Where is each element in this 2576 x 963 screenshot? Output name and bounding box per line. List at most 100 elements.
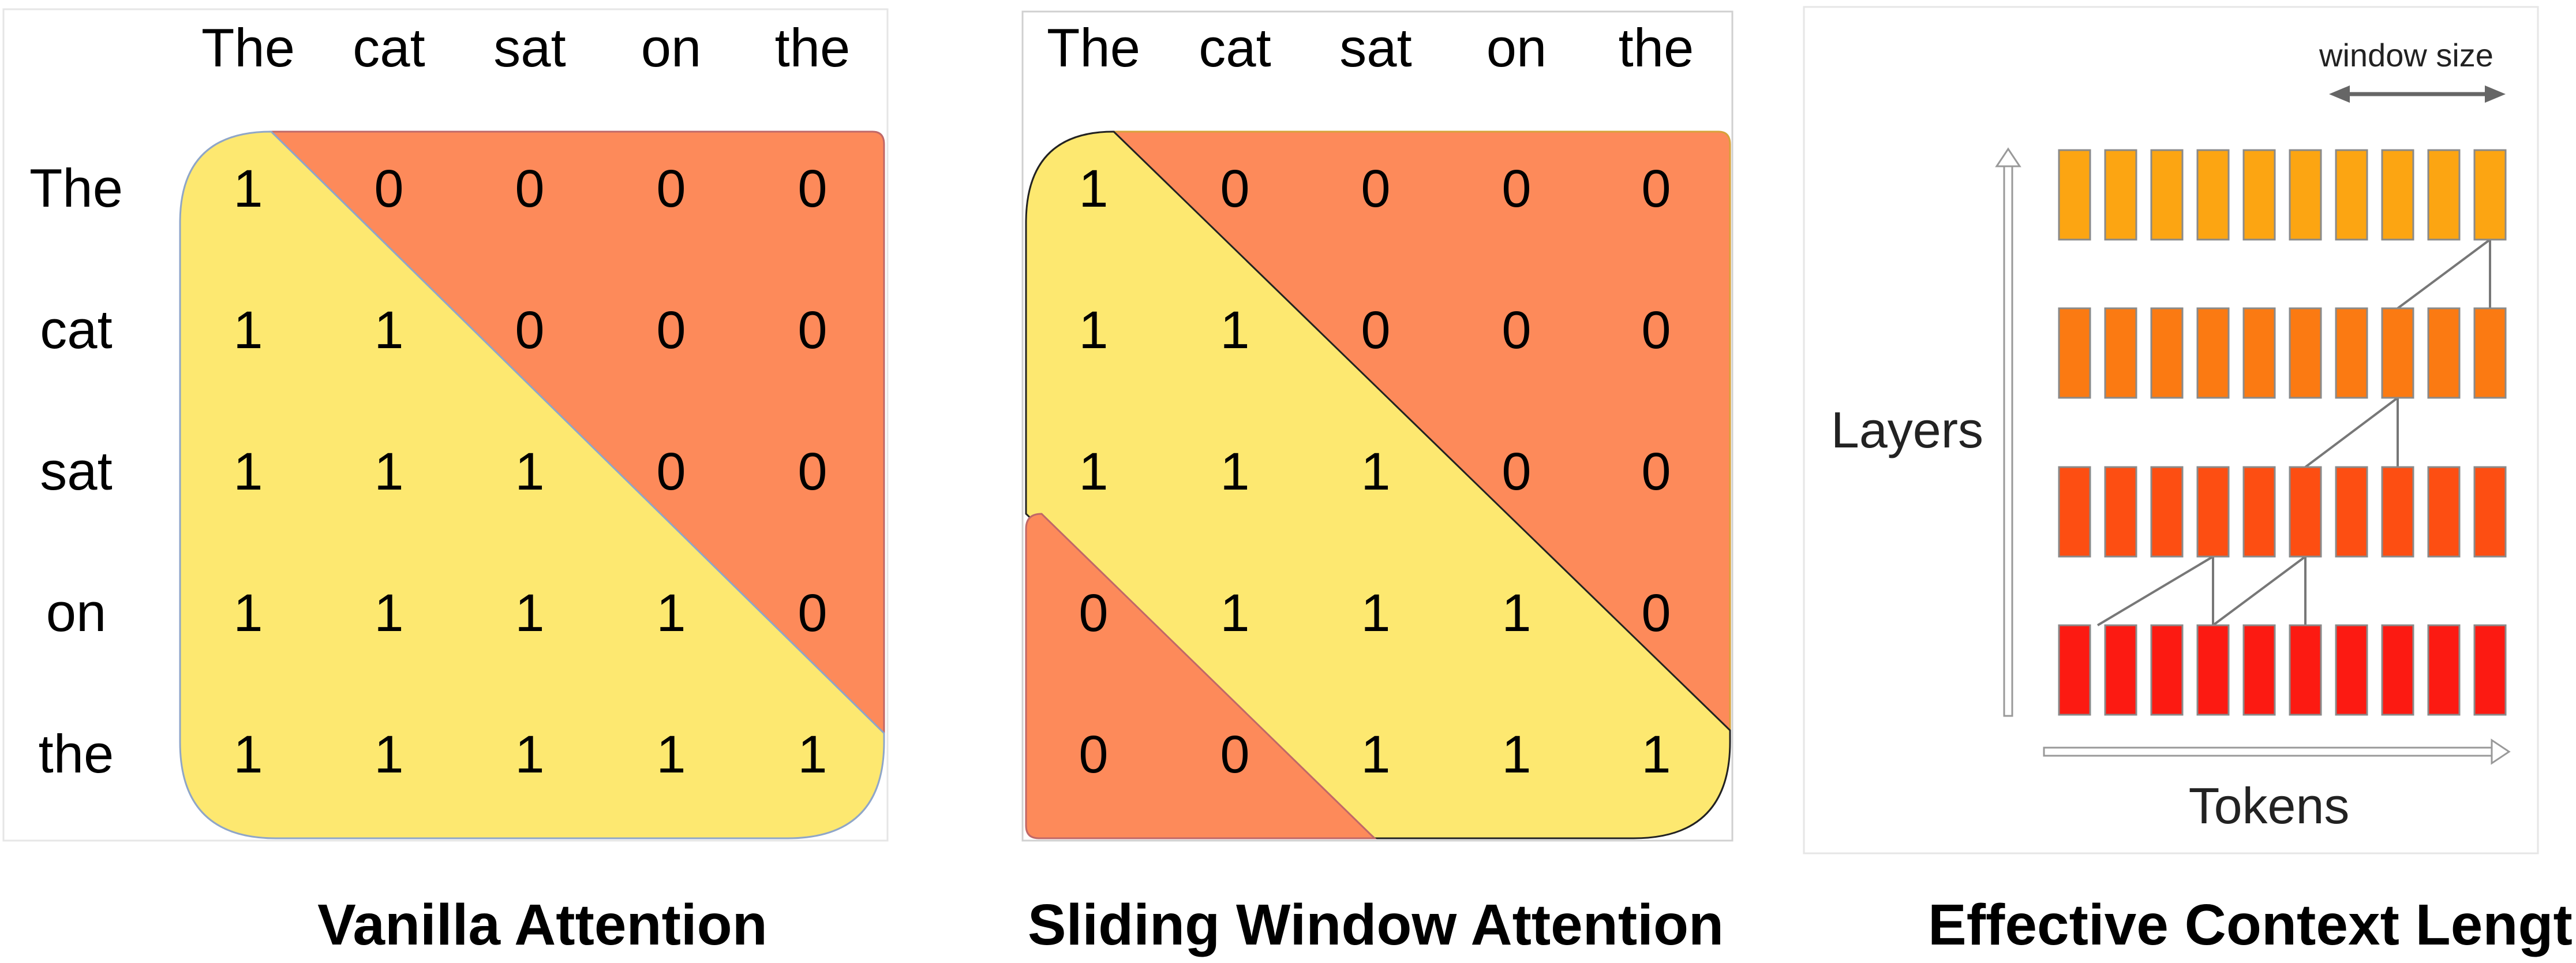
column-token-label: on [641, 17, 702, 78]
token-cell [2196, 307, 2230, 399]
token-cell [2058, 624, 2091, 716]
row-token-label: on [46, 582, 107, 643]
matrix-cell-value: 1 [233, 159, 263, 218]
token-cell [2335, 624, 2368, 716]
matrix-cell-value: 1 [1641, 725, 1671, 784]
window-size-label: window size [2319, 37, 2493, 73]
column-token-label: on [1487, 17, 1547, 78]
matrix-cell-value: 0 [1079, 725, 1108, 784]
matrix-cell-value: 0 [1361, 301, 1390, 360]
matrix-cell-value: 0 [656, 442, 686, 501]
matrix-cell-value: 1 [1502, 725, 1531, 784]
token-cell [2104, 466, 2137, 558]
vanilla-attention-caption: Vanilla Attention [317, 893, 767, 957]
window-size-arrow [2329, 85, 2506, 103]
matrix-cell-value: 1 [1079, 442, 1108, 501]
matrix-cell-value: 0 [1641, 442, 1671, 501]
matrix-cell-value: 0 [515, 159, 544, 218]
token-cell [2381, 624, 2414, 716]
connector-line [2397, 238, 2491, 309]
matrix-cell-value: 1 [374, 301, 403, 360]
matrix-cell-value: 0 [797, 301, 827, 360]
matrix-cell-value: 0 [797, 584, 827, 643]
matrix-cell-value: 1 [374, 442, 403, 501]
token-cell [2196, 466, 2230, 558]
effective-context-panel: window size Layers Tokens [1803, 6, 2539, 854]
token-cell [2289, 149, 2322, 241]
matrix-cell-value: 1 [656, 584, 686, 643]
token-cell [2242, 466, 2276, 558]
column-token-label: sat [1339, 17, 1411, 78]
matrix-cell-value: 1 [1079, 159, 1108, 218]
allowed-band [1025, 130, 1731, 839]
column-token-label: cat [353, 17, 425, 78]
row-token-label: the [39, 723, 114, 784]
matrix-cell-value: 1 [1361, 584, 1390, 643]
matrix-cell-value: 1 [656, 725, 686, 784]
matrix-cell-value: 1 [797, 725, 827, 784]
tokens-axis-arrow [2043, 738, 2511, 765]
matrix-cell-value: 0 [1220, 159, 1249, 218]
token-layer-grid [2058, 149, 2507, 716]
sliding-window-caption: Sliding Window Attention [1028, 893, 1724, 957]
matrix-cell-value: 1 [515, 725, 544, 784]
matrix-cell-value: 1 [374, 584, 403, 643]
matrix-cell-value: 1 [1361, 442, 1390, 501]
matrix-cell-value: 1 [515, 442, 544, 501]
matrix-cell-value: 0 [1502, 301, 1531, 360]
matrix-cell-value: 1 [1079, 301, 1108, 360]
matrix-cell-value: 1 [233, 301, 263, 360]
matrix-cell-value: 0 [1502, 159, 1531, 218]
effective-context-caption: Effective Context Length [1928, 893, 2576, 957]
token-cell [2150, 307, 2184, 399]
column-token-label: The [1047, 17, 1140, 78]
matrix-cell-value: 0 [515, 301, 544, 360]
token-cell [2335, 307, 2368, 399]
token-cell [2242, 307, 2276, 399]
connector-line [2304, 397, 2399, 468]
column-token-label: sat [493, 17, 566, 78]
token-cell [2058, 307, 2091, 399]
masked-region-lower [1025, 513, 1377, 839]
sliding-window-panel: The cat sat on the 1 0 0 0 0 1 1 0 0 0 1 1 1 0 0 0 1 1 1 0 0 0 1 1 1 [1021, 10, 1733, 842]
matrix-cell-value: 1 [1361, 725, 1390, 784]
column-token-label: The [201, 17, 295, 78]
token-cell [2150, 466, 2184, 558]
token-cell [2289, 624, 2322, 716]
token-cell [2150, 624, 2184, 716]
token-cell [2242, 624, 2276, 716]
token-cell [2381, 307, 2414, 399]
matrix-cell-value: 0 [1079, 584, 1108, 643]
matrix-cell-value: 0 [797, 442, 827, 501]
token-cell [2196, 149, 2230, 241]
token-cell [2335, 149, 2368, 241]
token-cell [2427, 466, 2461, 558]
token-cell [2473, 624, 2507, 716]
matrix-cell-value: 0 [656, 301, 686, 360]
matrix-cell-value: 1 [1220, 442, 1249, 501]
matrix-cell-value: 0 [1502, 442, 1531, 501]
matrix-cell-value: 0 [1361, 159, 1390, 218]
matrix-cell-value: 0 [1641, 159, 1671, 218]
row-token-label: sat [40, 441, 112, 501]
connector-line [2212, 555, 2307, 626]
matrix-cell-value: 0 [656, 159, 686, 218]
matrix-cell-value: 1 [233, 584, 263, 643]
matrix-cell-value: 1 [1220, 301, 1249, 360]
panel-frame [1803, 6, 2539, 854]
token-cell [2473, 149, 2507, 241]
token-cell [2473, 466, 2507, 558]
row-token-label: cat [40, 299, 112, 360]
token-cell [2381, 466, 2414, 558]
token-cell [2381, 149, 2414, 241]
token-cell [2058, 466, 2091, 558]
connector-line [2096, 555, 2214, 626]
matrix-cell-value: 1 [374, 725, 403, 784]
matrix-cell-value: 1 [233, 725, 263, 784]
receptive-field-connectors [2096, 238, 2491, 626]
token-cell [2289, 466, 2322, 558]
matrix-cell-value: 0 [1641, 584, 1671, 643]
token-cell [2058, 149, 2091, 241]
